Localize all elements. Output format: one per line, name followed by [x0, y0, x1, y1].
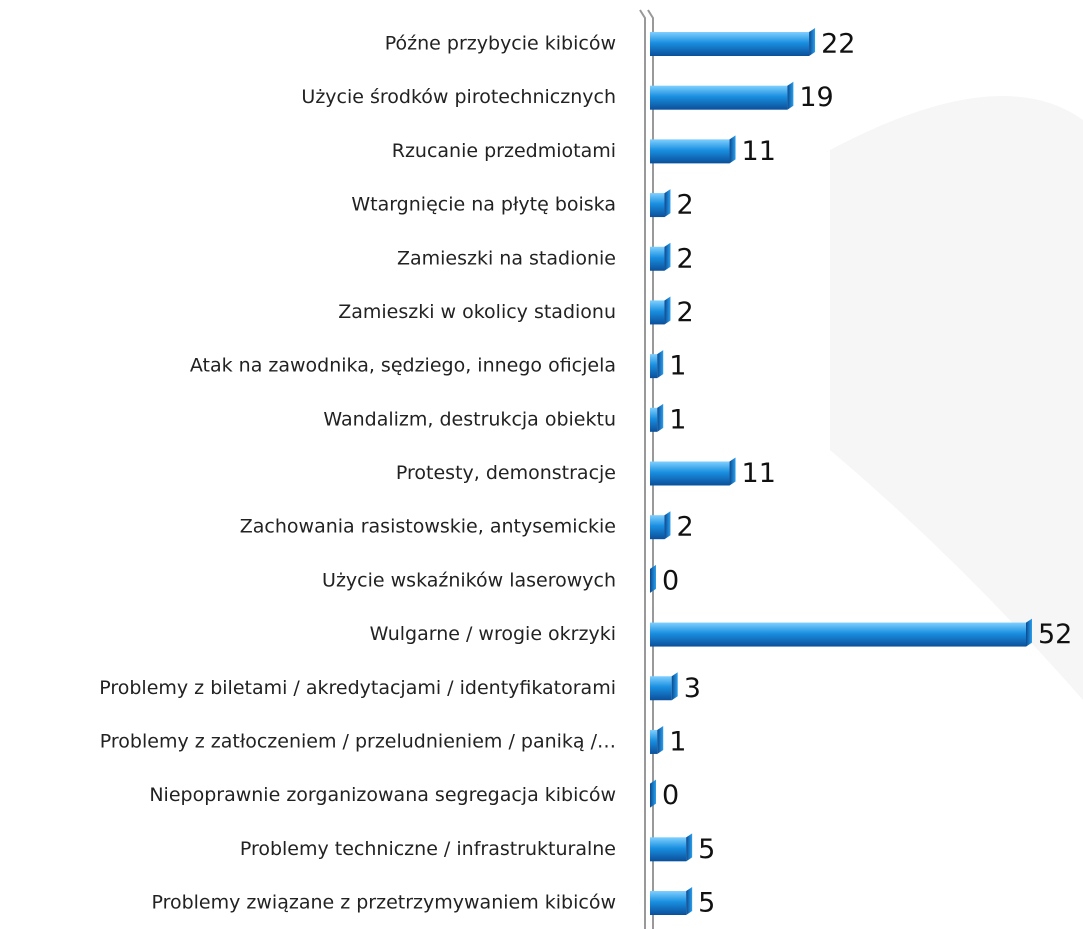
value-label: 52 — [1038, 619, 1072, 650]
bar-cap — [664, 296, 671, 325]
value-label: 5 — [698, 834, 715, 865]
value-label: 19 — [799, 82, 833, 113]
bar — [650, 407, 658, 432]
bar — [650, 461, 730, 486]
value-label: 0 — [662, 780, 679, 811]
value-label: 2 — [676, 512, 693, 543]
category-label: Użycie środków pirotechnicznych — [301, 86, 616, 108]
bar-cap — [809, 28, 816, 56]
category-label: Zamieszki na stadionie — [397, 247, 616, 269]
bar-cap — [729, 135, 736, 164]
bar-cap — [657, 725, 664, 754]
value-label: 1 — [669, 404, 686, 435]
value-label: 2 — [676, 190, 693, 221]
category-label: Wandalizm, destrukcja obiektu — [323, 408, 616, 430]
bar-cap — [664, 242, 671, 271]
bar-cap — [657, 350, 664, 379]
category-label: Problemy techniczne / infrastrukturalne — [240, 838, 616, 860]
value-label: 22 — [821, 29, 855, 60]
bar-cap — [686, 833, 693, 862]
value-label: 0 — [662, 565, 679, 596]
category-label: Protesty, demonstracje — [396, 462, 616, 484]
value-label: 11 — [742, 458, 776, 489]
bar — [650, 85, 788, 110]
category-label: Niepoprawnie zorganizowana segregacja ki… — [149, 784, 616, 806]
category-label: Atak na zawodnika, sędziego, innego ofic… — [190, 355, 616, 377]
bar-cap — [650, 779, 656, 808]
category-label: Zamieszki w okolicy stadionu — [338, 301, 616, 323]
bar — [650, 676, 672, 701]
bar — [650, 622, 1026, 647]
category-label: Problemy związane z przetrzymywaniem kib… — [151, 892, 616, 914]
bar-cap — [650, 564, 656, 593]
bar — [650, 837, 687, 862]
category-label: Problemy z zatłoczeniem / przeludnieniem… — [100, 730, 616, 752]
bar-cap — [686, 887, 693, 915]
bar-cap — [1026, 618, 1032, 647]
value-label: 2 — [676, 297, 693, 328]
value-label: 11 — [742, 136, 776, 167]
bar-cap — [664, 511, 671, 540]
category-label: Rzucanie przedmiotami — [392, 140, 616, 162]
bar — [650, 32, 810, 56]
value-label: 1 — [669, 726, 686, 757]
value-label: 5 — [698, 888, 715, 919]
category-label: Wtargnięcie na płytę boiska — [351, 194, 616, 216]
bar-cap — [787, 81, 794, 110]
bar-cap — [664, 189, 671, 218]
bar — [650, 891, 687, 915]
value-label: 1 — [669, 351, 686, 382]
bar — [650, 193, 665, 218]
watermark — [830, 96, 1083, 700]
bar — [650, 300, 665, 325]
category-label: Problemy z biletami / akredytacjami / id… — [99, 677, 616, 699]
value-label: 2 — [676, 243, 693, 274]
bar — [650, 139, 730, 164]
value-label: 3 — [684, 673, 701, 704]
category-label: Użycie wskaźników laserowych — [322, 569, 616, 591]
bar — [650, 515, 665, 540]
category-label: Wulgarne / wrogie okrzyki — [370, 623, 616, 645]
bar-cap — [729, 457, 736, 486]
bar-cap — [657, 403, 664, 432]
bar — [650, 246, 665, 271]
bar — [650, 354, 658, 379]
bar — [650, 729, 658, 754]
category-label: Zachowania rasistowskie, antysemickie — [240, 516, 616, 538]
category-label: Późne przybycie kibiców — [385, 33, 616, 55]
bar-cap — [671, 672, 678, 701]
